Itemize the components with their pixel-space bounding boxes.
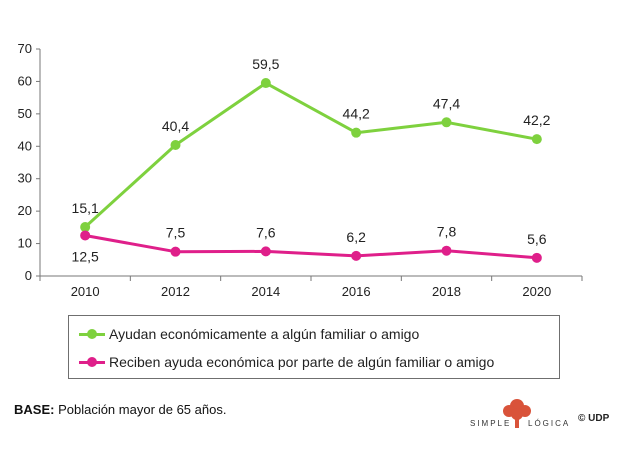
data-point-ayudan: [80, 222, 91, 233]
base-text: Población mayor de 65 años.: [54, 402, 227, 417]
data-point-reciben: [351, 250, 362, 261]
data-point-reciben: [170, 246, 181, 257]
data-point-reciben: [260, 246, 271, 257]
x-tick-label: 2014: [251, 284, 280, 299]
data-label-reciben: 5,6: [527, 231, 547, 247]
data-point-ayudan: [531, 134, 542, 145]
data-label-reciben: 12,5: [72, 248, 99, 264]
logo-word-simple: SIMPLE: [470, 419, 512, 428]
tree-icon: [503, 399, 531, 428]
legend-item-reciben: Reciben ayuda económica por parte de alg…: [79, 352, 494, 372]
data-point-ayudan: [441, 117, 452, 128]
legend-swatch-magenta: [79, 356, 105, 368]
y-tick-label: 30: [18, 171, 32, 186]
data-label-ayudan: 44,2: [343, 106, 370, 122]
base-note: BASE: Población mayor de 65 años.: [14, 402, 226, 417]
x-tick-label: 2012: [161, 284, 190, 299]
base-label: BASE:: [14, 402, 55, 417]
data-label-reciben: 6,2: [346, 229, 366, 245]
logo-word-logica: LÓGICA: [528, 419, 571, 428]
y-tick-label: 20: [18, 203, 32, 218]
legend-item-ayudan: Ayudan económicamente a algún familiar o…: [79, 324, 419, 344]
udp-label: UDP: [588, 413, 610, 424]
data-label-reciben: 7,5: [166, 225, 186, 241]
udp-brand: © UDP: [578, 413, 609, 424]
data-label-ayudan: 59,5: [252, 56, 279, 72]
y-tick-label: 70: [18, 41, 32, 56]
data-label-ayudan: 42,2: [523, 112, 550, 128]
data-point-ayudan: [351, 127, 362, 138]
line-chart: 0 10 20 30 40 50 60 70 2010 2012 2014 2016 2018 2020 1…: [18, 41, 583, 299]
data-point-reciben: [80, 230, 91, 241]
y-tick-label: 40: [18, 138, 32, 153]
copyright-mark: ©: [578, 413, 586, 424]
x-tick-label: 2016: [342, 284, 371, 299]
data-label-reciben: 7,8: [437, 224, 457, 240]
legend-label-ayudan: Ayudan económicamente a algún familiar o…: [109, 326, 420, 342]
data-label-reciben: 7,6: [256, 224, 276, 240]
data-point-ayudan: [170, 139, 181, 150]
chart-legend: Ayudan económicamente a algún familiar o…: [68, 315, 560, 379]
data-point-reciben: [441, 245, 452, 256]
y-tick-label: 60: [18, 73, 32, 88]
y-tick-label: 50: [18, 106, 32, 121]
data-point-ayudan: [260, 78, 271, 89]
y-tick-label: 0: [25, 268, 32, 283]
data-point-reciben: [531, 252, 542, 263]
legend-label-reciben: Reciben ayuda económica por parte de alg…: [109, 354, 495, 370]
series-line-reciben: [84, 234, 537, 260]
data-label-ayudan: 40,4: [162, 118, 189, 134]
data-label-ayudan: 15,1: [72, 200, 99, 216]
series-line-ayudan: [84, 81, 538, 229]
data-label-ayudan: 47,4: [433, 95, 460, 111]
x-tick-label: 2020: [522, 284, 551, 299]
x-tick-label: 2010: [71, 284, 100, 299]
y-tick-label: 10: [18, 236, 32, 251]
legend-swatch-green: [79, 328, 105, 340]
simple-logica-logo: SIMPLE LÓGICA © UDP: [470, 395, 610, 435]
x-tick-label: 2018: [432, 284, 461, 299]
